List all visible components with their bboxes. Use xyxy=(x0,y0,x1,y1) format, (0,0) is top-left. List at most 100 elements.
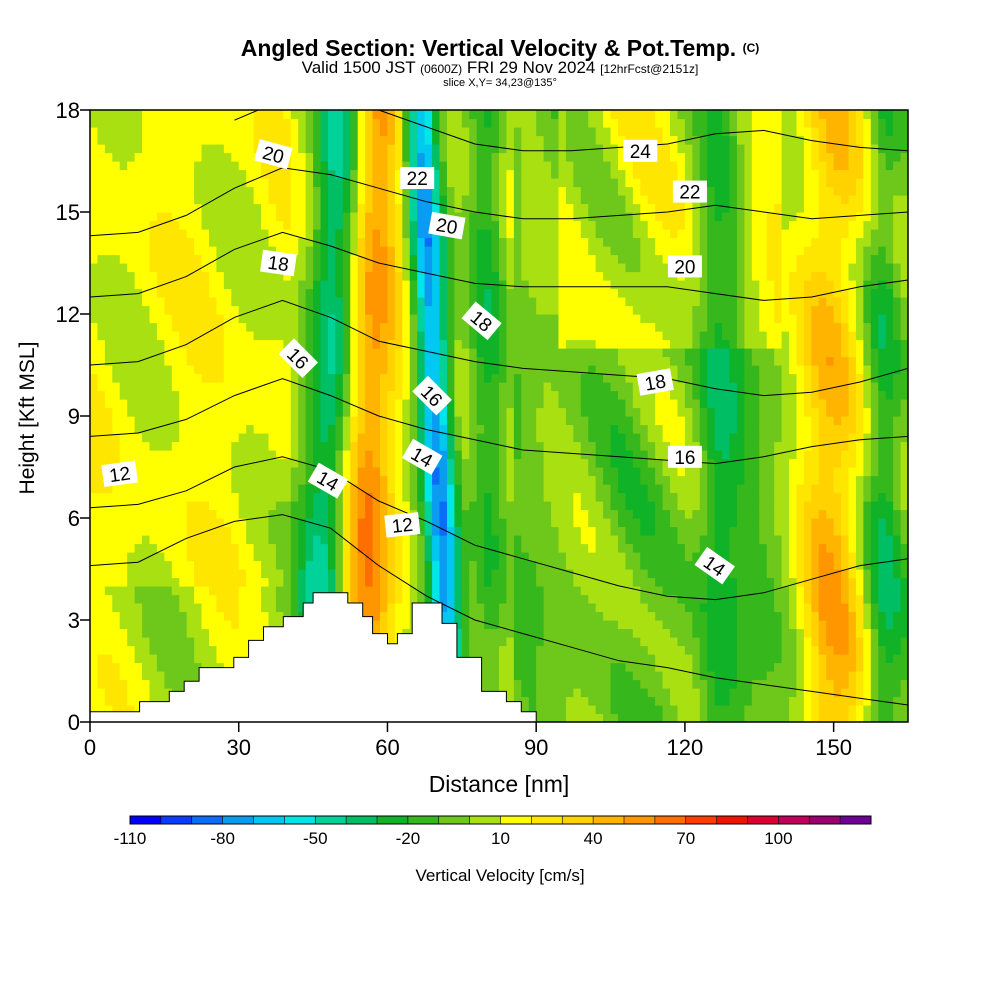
field-cell xyxy=(499,254,508,264)
field-cell xyxy=(417,118,426,128)
field-cell xyxy=(208,297,218,307)
field-cell xyxy=(513,696,522,706)
field-cell xyxy=(476,288,485,298)
field-cell xyxy=(439,135,448,145)
field-cell xyxy=(231,594,240,604)
field-cell xyxy=(417,433,426,443)
field-cell xyxy=(149,348,158,358)
field-cell xyxy=(484,220,493,230)
field-cell xyxy=(491,237,500,247)
field-cell xyxy=(446,348,455,358)
field-cell xyxy=(454,441,463,451)
field-cell xyxy=(290,594,299,604)
field-cell xyxy=(112,458,121,468)
field-cell xyxy=(558,586,567,596)
field-cell xyxy=(476,560,485,570)
chart-title: Angled Section: Vertical Velocity & Pot.… xyxy=(0,36,1000,60)
field-cell xyxy=(506,178,515,188)
field-cell xyxy=(580,594,589,604)
field-cell xyxy=(171,144,180,154)
field-cell xyxy=(164,518,173,528)
field-cell xyxy=(536,373,545,383)
field-cell xyxy=(104,246,113,256)
field-cell xyxy=(528,390,537,400)
field-cell xyxy=(432,365,441,375)
field-cell xyxy=(335,560,344,570)
field-cell xyxy=(484,560,493,570)
field-cell xyxy=(402,441,411,451)
field-cell xyxy=(513,501,522,511)
field-cell xyxy=(253,161,262,171)
field-cell xyxy=(164,118,173,128)
field-cell xyxy=(528,110,537,120)
field-cell xyxy=(402,356,411,366)
field-cell xyxy=(588,637,597,647)
field-cell xyxy=(439,314,448,324)
field-cell xyxy=(97,314,106,324)
field-cell xyxy=(588,492,597,502)
field-cell xyxy=(432,501,441,511)
field-cell xyxy=(513,246,522,256)
field-cell xyxy=(454,628,463,638)
field-cell xyxy=(201,424,210,434)
field-cell xyxy=(194,628,203,638)
field-cell xyxy=(127,603,136,613)
field-cell xyxy=(417,552,426,562)
field-cell xyxy=(253,484,262,494)
field-cell xyxy=(543,518,552,528)
field-cell xyxy=(513,220,522,230)
field-cell xyxy=(268,331,277,341)
field-cell xyxy=(380,594,389,604)
field-cell xyxy=(231,237,240,247)
field-cell xyxy=(372,390,381,400)
field-cell xyxy=(104,535,113,545)
field-cell xyxy=(380,518,389,528)
field-cell xyxy=(387,297,396,307)
field-cell xyxy=(580,424,589,434)
field-cell xyxy=(201,628,210,638)
field-cell xyxy=(380,229,389,239)
field-cell xyxy=(372,339,381,349)
field-cell xyxy=(558,169,567,179)
field-cell xyxy=(454,322,463,332)
field-cell xyxy=(603,586,612,596)
field-cell xyxy=(261,416,270,426)
field-cell xyxy=(380,237,389,247)
field-cell xyxy=(446,535,455,545)
field-cell xyxy=(253,314,262,324)
field-cell xyxy=(424,569,433,579)
field-cell xyxy=(357,492,366,502)
field-cell xyxy=(268,560,277,570)
field-cell xyxy=(223,450,232,460)
field-cell xyxy=(283,492,292,502)
field-cell xyxy=(194,305,203,315)
field-cell xyxy=(595,577,604,587)
field-cell xyxy=(342,263,351,273)
field-cell xyxy=(342,161,351,171)
field-cell xyxy=(216,450,225,460)
field-cell xyxy=(365,169,374,179)
field-cell xyxy=(134,229,143,239)
field-cell xyxy=(342,586,351,596)
field-cell xyxy=(313,271,322,281)
field-cell xyxy=(476,543,485,553)
field-cell xyxy=(461,229,470,239)
field-cell xyxy=(253,560,262,570)
field-cell xyxy=(409,365,418,375)
field-cell xyxy=(261,331,270,341)
field-cell xyxy=(380,118,389,128)
field-cell xyxy=(565,645,574,655)
field-cell xyxy=(558,220,567,230)
field-cell xyxy=(513,382,522,392)
field-cell xyxy=(261,577,270,587)
field-cell xyxy=(439,441,448,451)
field-cell xyxy=(409,560,418,570)
field-cell xyxy=(446,271,455,281)
field-cell xyxy=(380,611,389,621)
field-cell xyxy=(164,654,173,664)
field-cell xyxy=(402,535,411,545)
field-cell xyxy=(350,127,359,137)
field-cell xyxy=(342,535,351,545)
field-cell xyxy=(551,186,560,196)
field-cell xyxy=(402,382,411,392)
